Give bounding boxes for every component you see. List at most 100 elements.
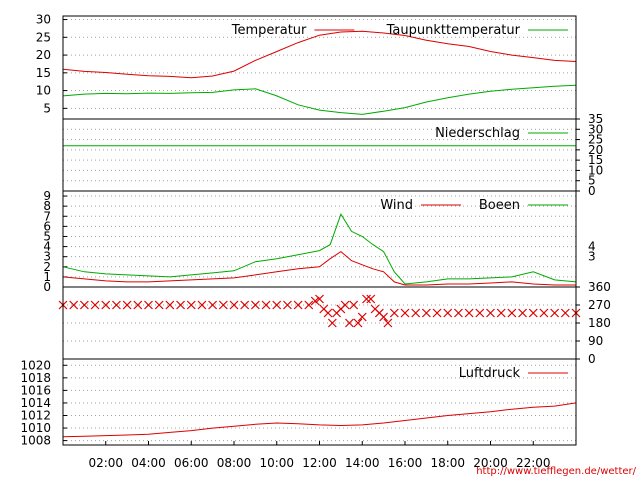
y-tick-label: 90: [588, 334, 603, 348]
wind-direction-point: [432, 308, 442, 318]
legend-label: Luftdruck: [459, 366, 521, 381]
wind-direction-point: [186, 300, 196, 310]
wind-direction-point: [383, 318, 393, 328]
wind-direction-point: [218, 300, 228, 310]
wind-direction-point: [133, 300, 143, 310]
y-tick-label: 25: [588, 133, 603, 147]
legend-label: Temperatur: [231, 23, 307, 38]
panel-wind-direction: [58, 286, 581, 360]
wind-direction-point: [240, 300, 250, 310]
wind-direction-point: [486, 308, 495, 318]
wind-direction-point: [475, 308, 485, 318]
wind-direction-point: [122, 300, 132, 310]
y-tick-label: 1010: [20, 421, 51, 435]
y-tick-label: 180: [588, 316, 611, 330]
wind-direction-point: [272, 300, 282, 310]
panel-temperature: [62, 15, 577, 120]
wind-direction-point: [250, 300, 260, 310]
wind-direction-point: [144, 300, 153, 310]
y-tick-label: 5: [43, 101, 51, 115]
wind-direction-point: [411, 308, 421, 318]
legend-label: Niederschlag: [435, 126, 520, 141]
y-tick-label: 1016: [20, 383, 51, 397]
panel-wind: [62, 190, 577, 288]
wind-direction-point: [421, 308, 431, 318]
x-tick-label: 08:00: [217, 456, 252, 470]
wind-direction-point: [379, 312, 389, 322]
wind-direction-point: [208, 300, 218, 310]
y-tick-label-right: 3: [588, 250, 596, 264]
y-tick-label: 7: [43, 209, 51, 223]
wind-direction-point: [261, 300, 271, 310]
y-tick-label: 6: [43, 219, 51, 233]
y-tick-label: 5: [43, 229, 51, 243]
panel-pressure: [62, 358, 577, 446]
x-tick-label: 18:00: [430, 456, 465, 470]
y-tick-label: 25: [36, 30, 51, 44]
y-tick-label: 1018: [20, 371, 51, 385]
wind-direction-point: [283, 300, 292, 310]
wind-direction-point: [90, 300, 100, 310]
y-tick-label: 10: [36, 84, 51, 98]
x-tick-label: 20:00: [473, 456, 508, 470]
series-line-taupunkttemperatur: [62, 84, 577, 115]
y-tick-label: 30: [588, 122, 603, 136]
y-tick-label: 15: [588, 153, 603, 167]
wind-direction-point: [327, 318, 337, 328]
wind-direction-point: [154, 300, 164, 310]
wind-direction-point: [539, 308, 549, 318]
y-tick-label: 1: [43, 270, 51, 284]
y-tick-label: 35: [588, 112, 603, 126]
wind-direction-point: [518, 308, 527, 318]
y-tick-label: 20: [36, 48, 51, 62]
y-tick-label: 270: [588, 298, 611, 312]
x-tick-label: 04:00: [131, 456, 166, 470]
x-tick-label: 02:00: [88, 456, 123, 470]
wind-direction-point: [349, 300, 359, 310]
y-tick-label: 15: [36, 66, 51, 80]
y-tick-label: 1014: [20, 396, 51, 410]
y-tick-label: 5: [588, 174, 596, 188]
wind-direction-point: [176, 300, 185, 310]
wind-direction-point: [165, 300, 175, 310]
y-tick-label: 0: [588, 184, 596, 198]
legend-label: Boeen: [479, 198, 520, 213]
x-tick-label: 22:00: [516, 456, 551, 470]
y-tick-label: 8: [43, 199, 51, 213]
wind-direction-point: [79, 300, 89, 310]
wind-direction-point: [197, 300, 207, 310]
y-tick-label: 1012: [20, 408, 51, 422]
wind-direction-point: [323, 308, 333, 318]
series-line-boeen: [62, 213, 577, 285]
y-tick-label: 2: [43, 260, 51, 274]
wind-direction-point: [357, 312, 367, 322]
wind-direction-point: [443, 308, 453, 318]
legend-label: Taupunkttemperatur: [386, 23, 521, 38]
y-tick-label: 0: [588, 352, 596, 366]
wind-direction-point: [400, 308, 410, 318]
wind-direction-point: [101, 300, 111, 310]
y-tick-label: 20: [588, 143, 603, 157]
y-tick-label: 4: [43, 240, 51, 254]
x-tick-label: 06:00: [174, 456, 209, 470]
wind-direction-point: [69, 300, 79, 310]
wind-direction-point: [496, 308, 506, 318]
wind-direction-point: [454, 308, 463, 318]
wind-direction-point: [112, 300, 121, 310]
wind-direction-point: [464, 308, 474, 318]
wind-direction-point: [229, 300, 239, 310]
wind-direction-point: [293, 300, 303, 310]
y-tick-label: 360: [588, 280, 611, 294]
y-tick-label: 30: [36, 13, 51, 27]
wind-direction-point: [389, 308, 399, 318]
wind-direction-point: [310, 296, 320, 306]
wind-direction-point: [507, 308, 517, 318]
x-tick-label: 16:00: [388, 456, 423, 470]
wind-direction-point: [345, 318, 354, 328]
y-tick-label: 1008: [20, 434, 51, 448]
series-line-wind: [62, 250, 576, 286]
credit-link: http://www.tiefflegen.de/wetter/: [476, 466, 636, 477]
wind-direction-point: [560, 308, 570, 318]
wind-direction-point: [304, 300, 314, 310]
